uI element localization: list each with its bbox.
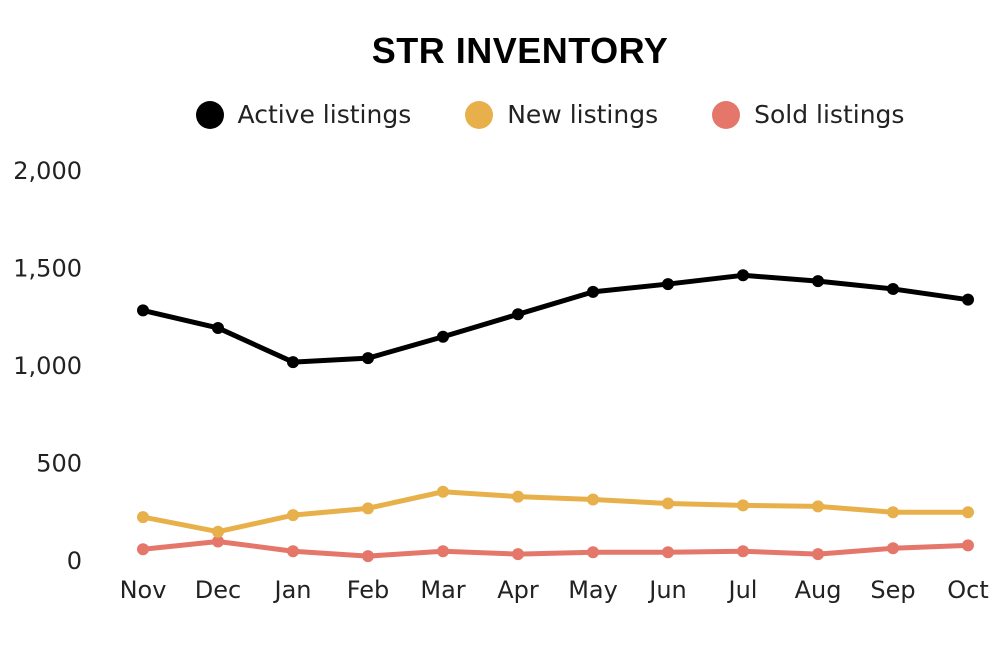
legend-item-new: New listings — [465, 100, 658, 129]
legend-label: New listings — [507, 100, 659, 129]
data-point-new — [512, 490, 524, 503]
data-point-sold — [137, 543, 149, 556]
x-tick-label: Jun — [647, 576, 687, 604]
legend-item-sold: Sold listings — [712, 100, 904, 129]
series-line-sold — [142, 538, 969, 559]
data-point-active — [137, 304, 149, 317]
x-tick-label: Aug — [795, 576, 842, 604]
data-point-sold — [437, 545, 449, 558]
data-point-active — [212, 321, 224, 334]
legend-label: Sold listings — [754, 100, 905, 129]
data-point-new — [212, 525, 224, 538]
data-point-new — [812, 500, 824, 513]
legend-label: Active listings — [237, 100, 412, 129]
x-tick-label: Oct — [947, 576, 989, 604]
data-point-new — [287, 509, 299, 522]
data-point-new — [737, 499, 749, 512]
data-point-new — [662, 497, 674, 510]
legend-item-active: Active listings — [195, 100, 412, 129]
x-tick-label: Apr — [497, 576, 539, 604]
series-line-new — [142, 489, 968, 535]
data-point-active — [362, 352, 374, 365]
data-point-new — [587, 493, 599, 506]
legend-marker-sold — [712, 100, 741, 129]
data-point-active — [587, 285, 599, 298]
chart-title: STR INVENTORY — [371, 30, 669, 71]
x-tick-label: Dec — [195, 576, 241, 604]
data-point-new — [887, 506, 899, 519]
series-line-active — [142, 272, 969, 365]
x-tick-label: May — [568, 576, 618, 604]
data-point-new — [137, 511, 149, 524]
data-point-sold — [662, 546, 674, 559]
data-point-sold — [887, 542, 899, 555]
data-point-sold — [512, 548, 524, 561]
data-point-active — [887, 282, 899, 295]
data-point-active — [287, 356, 299, 369]
x-tick-label: Sep — [870, 576, 915, 604]
x-tick-label: Feb — [347, 576, 390, 604]
data-point-active — [437, 330, 449, 343]
legend-marker-active — [195, 100, 224, 129]
y-tick-label: 0 — [67, 547, 82, 575]
legend: Active listings New listings Sold listin… — [0, 100, 1000, 129]
y-tick-label: 1,500 — [13, 255, 82, 283]
data-point-sold — [587, 546, 599, 559]
x-tick-label: Jul — [727, 576, 758, 604]
data-point-sold — [212, 535, 224, 548]
legend-marker-new — [465, 100, 494, 129]
data-point-sold — [737, 545, 749, 558]
x-tick-label: Nov — [120, 576, 167, 604]
data-point-new — [962, 506, 974, 519]
y-tick-label: 2,000 — [13, 157, 82, 185]
data-point-active — [512, 308, 524, 321]
data-point-new — [437, 485, 449, 498]
x-tick-label: Jan — [273, 576, 312, 604]
data-point-new — [362, 502, 374, 515]
data-point-sold — [962, 539, 974, 552]
data-point-sold — [812, 548, 824, 561]
data-point-active — [812, 275, 824, 288]
y-tick-label: 500 — [36, 450, 82, 478]
x-tick-label: Mar — [420, 576, 465, 604]
y-tick-label: 1,000 — [13, 352, 82, 380]
data-point-active — [737, 269, 749, 282]
data-point-active — [962, 293, 974, 306]
data-point-active — [662, 278, 674, 291]
data-point-sold — [287, 545, 299, 558]
data-point-sold — [362, 550, 374, 563]
